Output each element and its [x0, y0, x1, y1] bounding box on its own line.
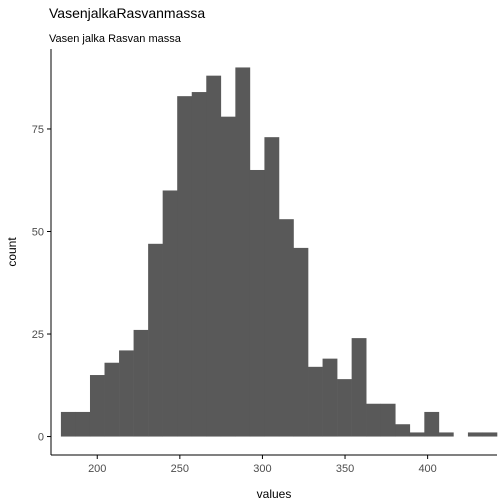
y-tick-label: 50	[32, 226, 44, 238]
histogram-bar	[293, 247, 309, 437]
histogram-bar	[60, 411, 76, 437]
histogram-bar	[438, 432, 454, 437]
chart-title: VasenjalkaRasvanmassa	[49, 5, 205, 21]
y-tick-label: 75	[32, 124, 44, 136]
histogram-bar	[148, 243, 163, 437]
histogram-bar	[264, 137, 280, 437]
histogram-bar	[351, 338, 367, 437]
histogram-bar	[104, 362, 120, 437]
histogram-bar	[308, 366, 323, 437]
histogram-bar	[206, 75, 222, 437]
x-tick-label: 200	[88, 463, 106, 475]
histogram-bar	[89, 375, 105, 437]
histogram-bar	[380, 403, 396, 437]
histogram-bar	[467, 432, 483, 437]
bars-group	[60, 67, 498, 437]
histogram-bar	[177, 96, 193, 437]
x-tick-label: 400	[418, 463, 436, 475]
y-axis-ticks: 0 25 50 75	[32, 124, 51, 444]
histogram-bar	[249, 169, 265, 437]
histogram-bar	[191, 92, 207, 437]
x-tick-label: 300	[253, 463, 271, 475]
histogram-bar	[424, 411, 440, 437]
x-axis-title: values	[257, 487, 292, 501]
y-tick-label: 0	[38, 432, 44, 444]
chart-subtitle: Vasen jalka Rasvan massa	[49, 33, 182, 45]
histogram-bar	[75, 411, 91, 437]
histogram-bar	[133, 329, 149, 437]
x-tick-label: 250	[171, 463, 189, 475]
histogram-bar	[278, 219, 294, 437]
histogram-bar	[235, 67, 251, 437]
histogram-bar	[395, 424, 411, 437]
histogram-bar	[482, 432, 498, 437]
histogram-bar	[220, 116, 236, 437]
y-axis-title: count	[5, 237, 19, 267]
histogram-bar	[322, 358, 338, 437]
x-axis-ticks: 200 250 300 350 400	[88, 455, 437, 475]
histogram-bar	[409, 432, 425, 437]
y-tick-label: 25	[32, 329, 44, 341]
histogram-bar	[366, 403, 382, 437]
histogram-bar	[119, 350, 134, 437]
histogram-bar	[337, 379, 352, 437]
histogram-bar	[162, 190, 178, 437]
x-tick-label: 350	[336, 463, 354, 475]
